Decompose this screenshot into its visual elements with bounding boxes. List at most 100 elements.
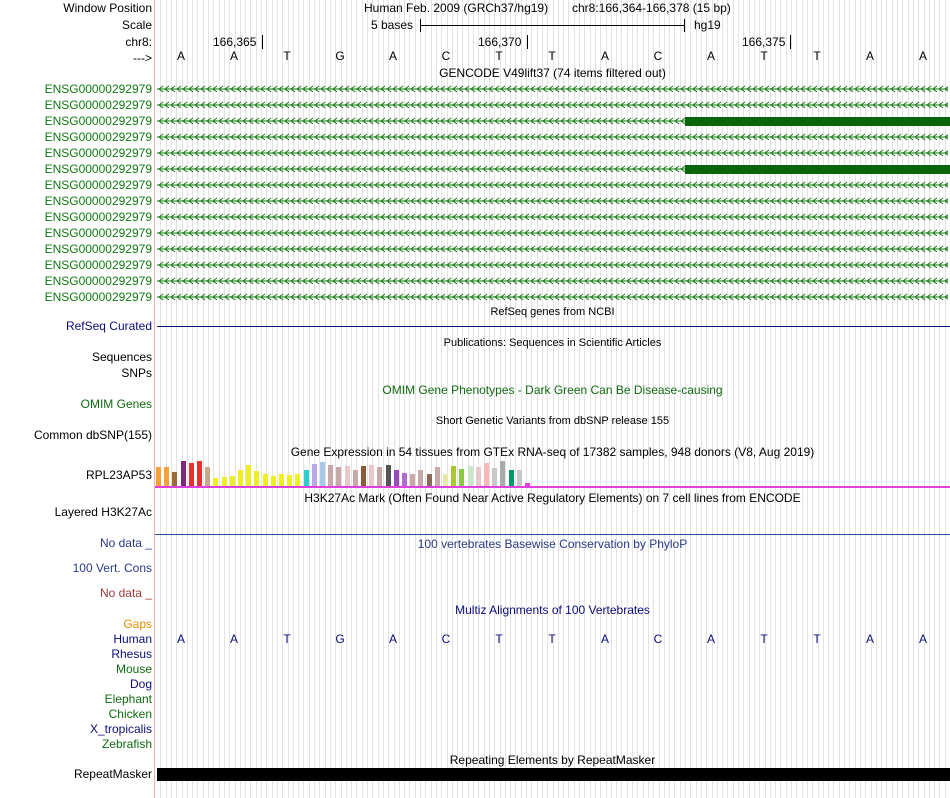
gencode-item-feature[interactable] [157, 99, 950, 111]
gtex-tissue-bar[interactable] [320, 462, 325, 486]
gtex-tissue-bar[interactable] [426, 474, 432, 486]
assembly-name[interactable]: Human Feb. 2009 (GRCh37/hg19) [364, 1, 549, 15]
gtex-tissue-bar[interactable] [492, 468, 498, 486]
gtex-tissue-bar[interactable] [188, 463, 194, 486]
gtex-tissue-bar[interactable] [361, 466, 366, 486]
gtex-tissue-bar[interactable] [303, 470, 309, 486]
repeatmasker-block[interactable] [157, 768, 950, 781]
h3k27ac-label[interactable]: Layered H3K27Ac [54, 505, 152, 519]
gtex-tissue-bar[interactable] [467, 466, 473, 486]
gencode-title[interactable]: GENCODE V49lift37 (74 items filtered out… [439, 66, 666, 80]
gencode-item-feature[interactable] [157, 179, 950, 191]
sequences-label[interactable]: Sequences [91, 350, 152, 364]
gtex-tissue-bar[interactable] [229, 476, 235, 486]
gencode-item-feature[interactable] [157, 83, 950, 95]
gencode-item-label[interactable]: ENSG00000292979 [44, 194, 152, 208]
gtex-tissue-bar[interactable] [197, 461, 202, 486]
refseq-title[interactable]: RefSeq genes from NCBI [490, 306, 615, 318]
gtex-tissue-bar[interactable] [393, 470, 399, 486]
repeatmasker-label[interactable]: RepeatMasker [73, 767, 152, 781]
gencode-item-label[interactable]: ENSG00000292979 [44, 274, 152, 288]
phylop-label[interactable]: 100 Vert. Cons [72, 561, 152, 575]
gtex-tissue-bar[interactable] [475, 467, 481, 486]
gtex-tissue-bar[interactable] [525, 483, 530, 486]
gtex-tissue-bar[interactable] [156, 467, 161, 486]
gencode-coding-block[interactable] [685, 117, 950, 126]
gtex-tissue-bar[interactable] [246, 465, 252, 486]
gencode-item-label[interactable]: ENSG00000292979 [44, 114, 152, 128]
gencode-item-feature[interactable] [157, 259, 950, 271]
gencode-item-label[interactable]: ENSG00000292979 [44, 242, 152, 256]
gtex-tissue-bar[interactable] [451, 466, 457, 486]
gtex-tissue-bar[interactable] [311, 464, 317, 486]
gtex-tissue-bar[interactable] [262, 474, 268, 486]
position-readout[interactable]: chr8:166,364-166,378 (15 bp) [572, 1, 731, 15]
gtex-tissue-bar[interactable] [328, 465, 334, 486]
multiz-species-dog[interactable]: Dog [129, 677, 152, 691]
gencode-coding-block[interactable] [685, 165, 950, 174]
snps-label[interactable]: SNPs [121, 366, 152, 380]
multiz-species-human[interactable]: Human [113, 632, 152, 646]
gencode-item-label[interactable]: ENSG00000292979 [44, 98, 152, 112]
gtex-tissue-bar[interactable] [180, 461, 186, 486]
phylop-title[interactable]: 100 vertebrates Basewise Conservation by… [417, 537, 688, 551]
gencode-item-feature[interactable] [157, 195, 950, 207]
gtex-tissue-bar[interactable] [352, 470, 358, 486]
multiz-species-rhesus[interactable]: Rhesus [111, 647, 152, 661]
gtex-tissue-bar[interactable] [377, 467, 383, 486]
gtex-tissue-bar[interactable] [410, 474, 416, 486]
gencode-item-label[interactable]: ENSG00000292979 [44, 290, 152, 304]
gtex-tissue-bar[interactable] [484, 463, 489, 486]
gtex-tissue-bar[interactable] [344, 466, 350, 486]
gencode-item-feature[interactable] [157, 211, 950, 223]
gtex-tissue-bar[interactable] [238, 470, 243, 486]
gtex-tissue-bar[interactable] [336, 467, 342, 486]
repeatmasker-title[interactable]: Repeating Elements by RepeatMasker [449, 753, 656, 767]
multiz-species-mouse[interactable]: Mouse [115, 662, 152, 676]
refseq-label[interactable]: RefSeq Curated [65, 319, 152, 333]
gtex-tissue-bar[interactable] [172, 472, 178, 486]
dbsnp-label[interactable]: Common dbSNP(155) [33, 428, 152, 442]
gtex-tissue-bar[interactable] [287, 475, 293, 486]
gencode-item-feature[interactable] [157, 227, 950, 239]
multiz-species-x-tropicalis[interactable]: X_tropicalis [89, 722, 152, 736]
gtex-tissue-bar[interactable] [369, 465, 375, 486]
gtex-tissue-bar[interactable] [295, 474, 301, 486]
gencode-item-feature[interactable] [157, 131, 950, 143]
gtex-tissue-bar[interactable] [385, 465, 391, 486]
gencode-item-label[interactable]: ENSG00000292979 [44, 162, 152, 176]
gtex-tissue-bar[interactable] [205, 467, 211, 486]
gencode-item-feature[interactable] [157, 147, 950, 159]
gtex-tissue-bar[interactable] [459, 469, 465, 486]
multiz-species-chicken[interactable]: Chicken [108, 707, 152, 721]
h3k27ac-title[interactable]: H3K27Ac Mark (Often Found Near Active Re… [304, 491, 801, 505]
gtex-gene-label[interactable]: RPL23AP53 [85, 468, 152, 482]
multiz-title[interactable]: Multiz Alignments of 100 Vertebrates [455, 603, 650, 617]
gencode-item-label[interactable]: ENSG00000292979 [44, 82, 152, 96]
gencode-item-label[interactable]: ENSG00000292979 [44, 130, 152, 144]
gencode-item-label[interactable]: ENSG00000292979 [44, 146, 152, 160]
gencode-item-label[interactable]: ENSG00000292979 [44, 226, 152, 240]
multiz-species-zebrafish[interactable]: Zebrafish [101, 737, 152, 751]
gencode-item-feature[interactable] [157, 275, 950, 287]
omim-title[interactable]: OMIM Gene Phenotypes - Dark Green Can Be… [382, 383, 723, 397]
gtex-tissue-bar[interactable] [508, 470, 514, 486]
gtex-bar-chart[interactable] [155, 458, 555, 486]
omim-label[interactable]: OMIM Genes [80, 397, 152, 411]
dbsnp-title[interactable]: Short Genetic Variants from dbSNP releas… [435, 415, 670, 427]
gencode-item-label[interactable]: ENSG00000292979 [44, 210, 152, 224]
gtex-title[interactable]: Gene Expression in 54 tissues from GTEx … [290, 445, 815, 459]
multiz-species-elephant[interactable]: Elephant [104, 692, 152, 706]
gtex-tissue-bar[interactable] [434, 467, 440, 486]
gtex-tissue-bar[interactable] [254, 471, 260, 486]
gtex-tissue-bar[interactable] [279, 474, 284, 486]
gtex-tissue-bar[interactable] [418, 470, 424, 486]
gtex-tissue-bar[interactable] [516, 470, 522, 486]
gtex-tissue-bar[interactable] [402, 473, 407, 486]
gtex-tissue-bar[interactable] [164, 467, 170, 486]
publications-title[interactable]: Publications: Sequences in Scientific Ar… [443, 337, 662, 349]
gtex-tissue-bar[interactable] [213, 478, 219, 486]
gencode-item-label[interactable]: ENSG00000292979 [44, 258, 152, 272]
gtex-tissue-bar[interactable] [443, 474, 448, 486]
gtex-tissue-bar[interactable] [270, 476, 276, 486]
